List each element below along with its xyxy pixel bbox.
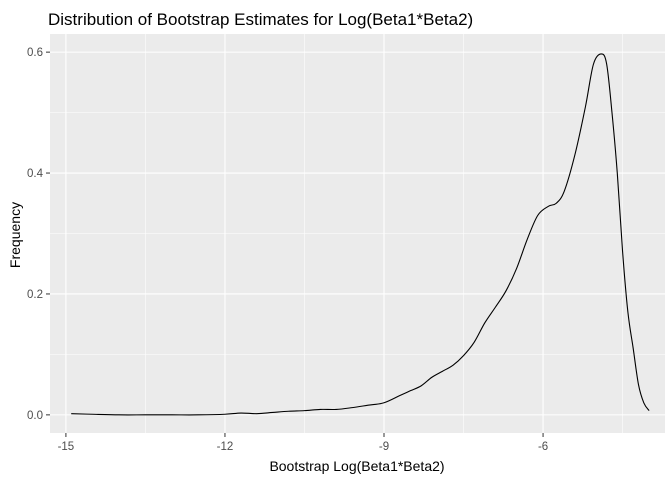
chart-title: Distribution of Bootstrap Estimates for … xyxy=(48,10,473,29)
y-tick-label: 0.4 xyxy=(27,168,44,180)
y-tick-label: 0.2 xyxy=(27,289,43,301)
x-axis-title: Bootstrap Log(Beta1*Beta2) xyxy=(269,458,444,474)
x-tick-label: -12 xyxy=(217,441,234,453)
x-tick-label: -6 xyxy=(538,441,548,453)
y-tick-label: 0.0 xyxy=(27,410,43,422)
axis-ticks xyxy=(46,51,544,437)
y-tick-label: 0.6 xyxy=(27,47,43,59)
x-tick-label: -9 xyxy=(379,441,389,453)
gridlines xyxy=(50,34,665,433)
x-tick-label: -15 xyxy=(58,441,75,453)
density-line xyxy=(71,53,650,416)
tick-labels: -15 -12 -9 -6 0.0 0.2 0.4 0.6 xyxy=(27,47,548,453)
y-axis-title: Frequency xyxy=(7,202,23,268)
